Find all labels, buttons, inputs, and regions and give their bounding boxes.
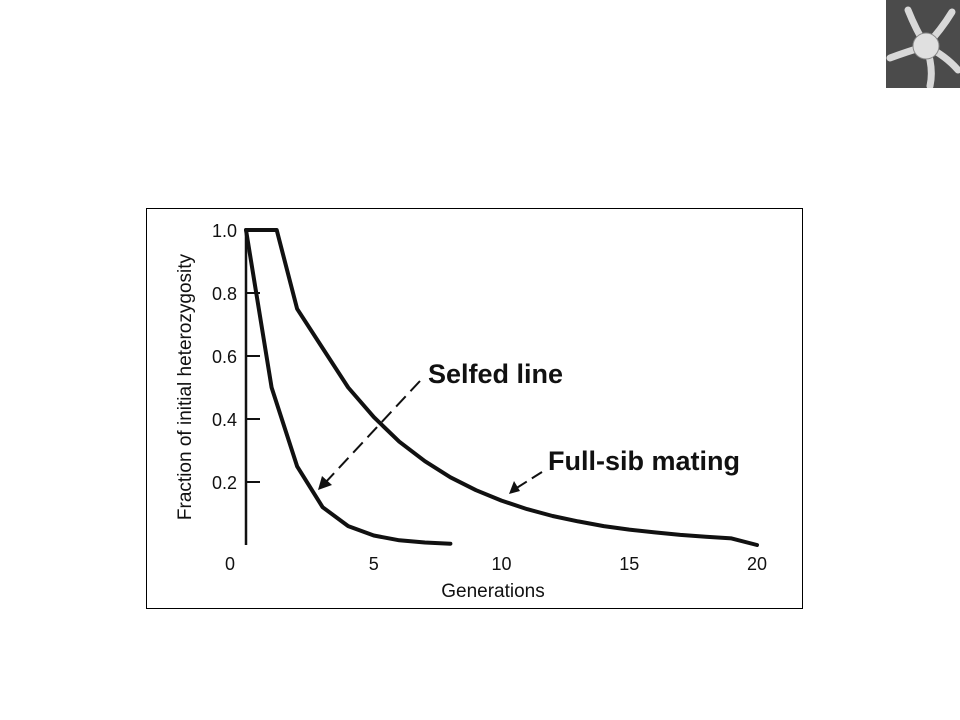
y-tick-label: 0.6	[212, 347, 237, 367]
annotation-selfed-line-arrowhead	[318, 476, 332, 490]
series-line-selfed-line	[244, 228, 453, 546]
annotation-full-sib-mating: Full-sib mating	[509, 446, 740, 494]
y-tick-label: 0.8	[212, 284, 237, 304]
x-tick-label: 10	[491, 554, 511, 574]
brittle-star-image	[886, 0, 960, 88]
series-line-full-sib-mating	[244, 228, 759, 547]
x-tick-label: 0	[225, 554, 235, 574]
annotation-full-sib-mating-arrowhead	[509, 481, 520, 494]
y-axis-title: Fraction of initial heterozygosity	[175, 253, 196, 520]
annotation-selfed-line-label: Selfed line	[428, 359, 563, 389]
y-tick-label: 0.4	[212, 410, 237, 430]
x-tick-label: 15	[619, 554, 639, 574]
y-axis-ticks: 0.2 0.4 0.6 0.8 1.0	[212, 221, 260, 493]
x-tick-label: 20	[747, 554, 767, 574]
x-axis-title: Generations	[441, 581, 545, 602]
annotation-selfed-line-arrow	[323, 380, 421, 485]
x-axis-ticks: 0 5 10 15 20	[225, 554, 767, 574]
annotation-selfed-line: Selfed line	[318, 359, 563, 490]
chart-frame	[146, 208, 803, 609]
chart-curves	[244, 228, 759, 547]
x-tick-label: 5	[369, 554, 379, 574]
y-tick-label: 1.0	[212, 221, 237, 241]
annotation-full-sib-mating-label: Full-sib mating	[548, 446, 740, 476]
annotation-full-sib-mating-arrow	[514, 471, 543, 490]
y-tick-label: 0.2	[212, 473, 237, 493]
